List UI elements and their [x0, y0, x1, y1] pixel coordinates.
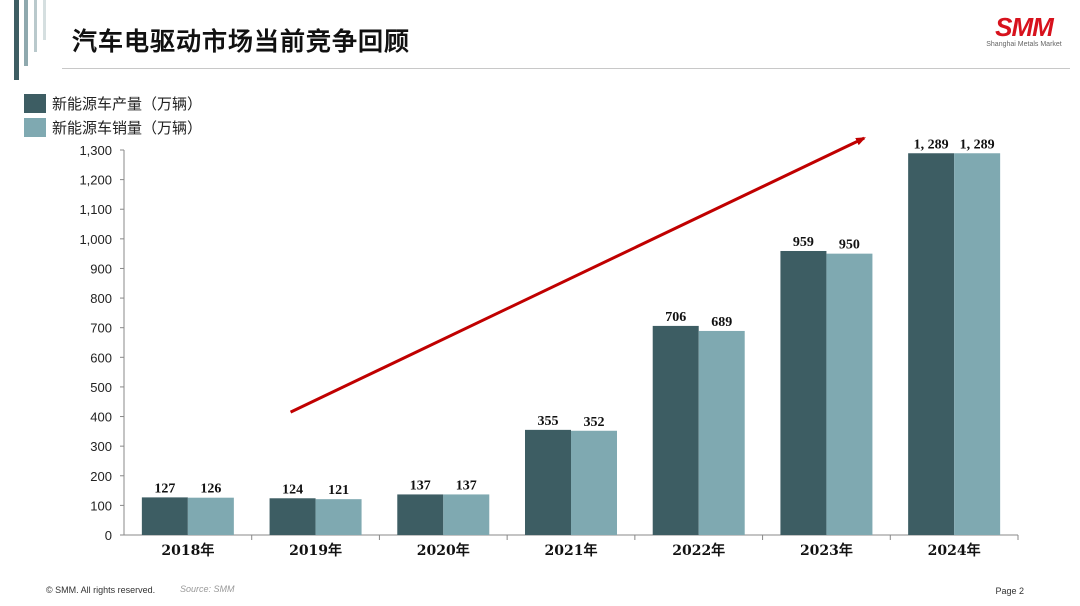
bar-production — [525, 429, 571, 535]
data-label-sales: 1, 289 — [960, 137, 995, 152]
data-label-production: 1, 289 — [914, 137, 949, 152]
y-tick-label: 200 — [90, 469, 112, 484]
bar-sales — [187, 497, 234, 535]
y-tick-label: 300 — [90, 439, 112, 454]
chart-legend: 新能源车产量（万辆） 新能源车销量（万辆） — [24, 92, 202, 140]
bar-sales — [571, 430, 617, 535]
footer-page-number: Page 2 — [995, 586, 1024, 596]
bar-production — [780, 250, 827, 535]
bar-production — [397, 494, 444, 535]
bar-sales — [315, 499, 362, 535]
bar-production — [269, 498, 316, 535]
data-label-sales: 352 — [584, 415, 605, 430]
data-label-production: 137 — [410, 478, 431, 493]
data-label-sales: 121 — [328, 483, 349, 498]
data-label-production: 959 — [793, 235, 814, 250]
data-label-production: 124 — [282, 482, 303, 497]
decorative-stripes — [14, 0, 46, 80]
y-tick-label: 1,000 — [79, 232, 112, 247]
data-label-production: 355 — [538, 414, 559, 429]
bar-sales — [698, 330, 745, 535]
y-tick-label: 400 — [90, 410, 112, 425]
logo-mark: SMM — [995, 12, 1054, 42]
y-tick-label: 800 — [90, 291, 112, 306]
x-tick-label: 2024年 — [928, 542, 981, 559]
bar-production — [652, 325, 699, 535]
bar-production — [908, 153, 955, 535]
data-label-sales: 126 — [200, 482, 221, 497]
x-tick-label: 2019年 — [289, 542, 342, 559]
data-label-sales: 950 — [839, 238, 860, 253]
page-title: 汽车电驱动市场当前竞争回顾 — [72, 27, 411, 56]
y-tick-label: 1,300 — [79, 143, 112, 158]
y-tick-label: 500 — [90, 380, 112, 395]
y-tick-label: 0 — [105, 528, 112, 543]
x-tick-label: 2020年 — [417, 542, 470, 559]
x-tick-label: 2018年 — [161, 542, 214, 559]
legend-label-production: 新能源车产量（万辆） — [52, 94, 203, 113]
data-label-production: 127 — [154, 481, 175, 496]
bar-sales — [954, 153, 1001, 535]
data-label-sales: 689 — [711, 315, 732, 330]
y-tick-label: 1,200 — [79, 173, 112, 188]
trend-arrow — [289, 136, 866, 414]
legend-swatch-production — [24, 93, 46, 113]
y-tick-label: 600 — [90, 350, 112, 365]
data-label-production: 706 — [665, 310, 686, 325]
bar-sales — [826, 253, 873, 535]
legend-item-sales: 新能源车销量（万辆） — [24, 116, 202, 138]
bar-sales — [443, 494, 490, 535]
legend-swatch-sales — [24, 117, 46, 137]
y-tick-label: 700 — [90, 321, 112, 336]
title-divider — [62, 68, 1070, 69]
bar-production — [141, 497, 188, 535]
footer-source: Source: SMM — [180, 584, 235, 594]
footer-copyright: © SMM. All rights reserved. — [46, 585, 156, 595]
x-tick-label: 2023年 — [800, 542, 853, 559]
logo-subtitle: Shanghai Metals Market — [986, 41, 1062, 48]
legend-label-sales: 新能源车销量（万辆） — [52, 118, 203, 137]
y-tick-label: 100 — [90, 498, 112, 513]
legend-item-production: 新能源车产量（万辆） — [24, 92, 202, 114]
data-label-sales: 137 — [456, 478, 477, 493]
y-tick-label: 1,100 — [79, 202, 112, 217]
x-tick-label: 2022年 — [672, 542, 725, 559]
x-tick-label: 2021年 — [545, 542, 598, 559]
y-tick-label: 900 — [90, 261, 112, 276]
smm-logo: SMM Shanghai Metals Market — [982, 14, 1066, 49]
